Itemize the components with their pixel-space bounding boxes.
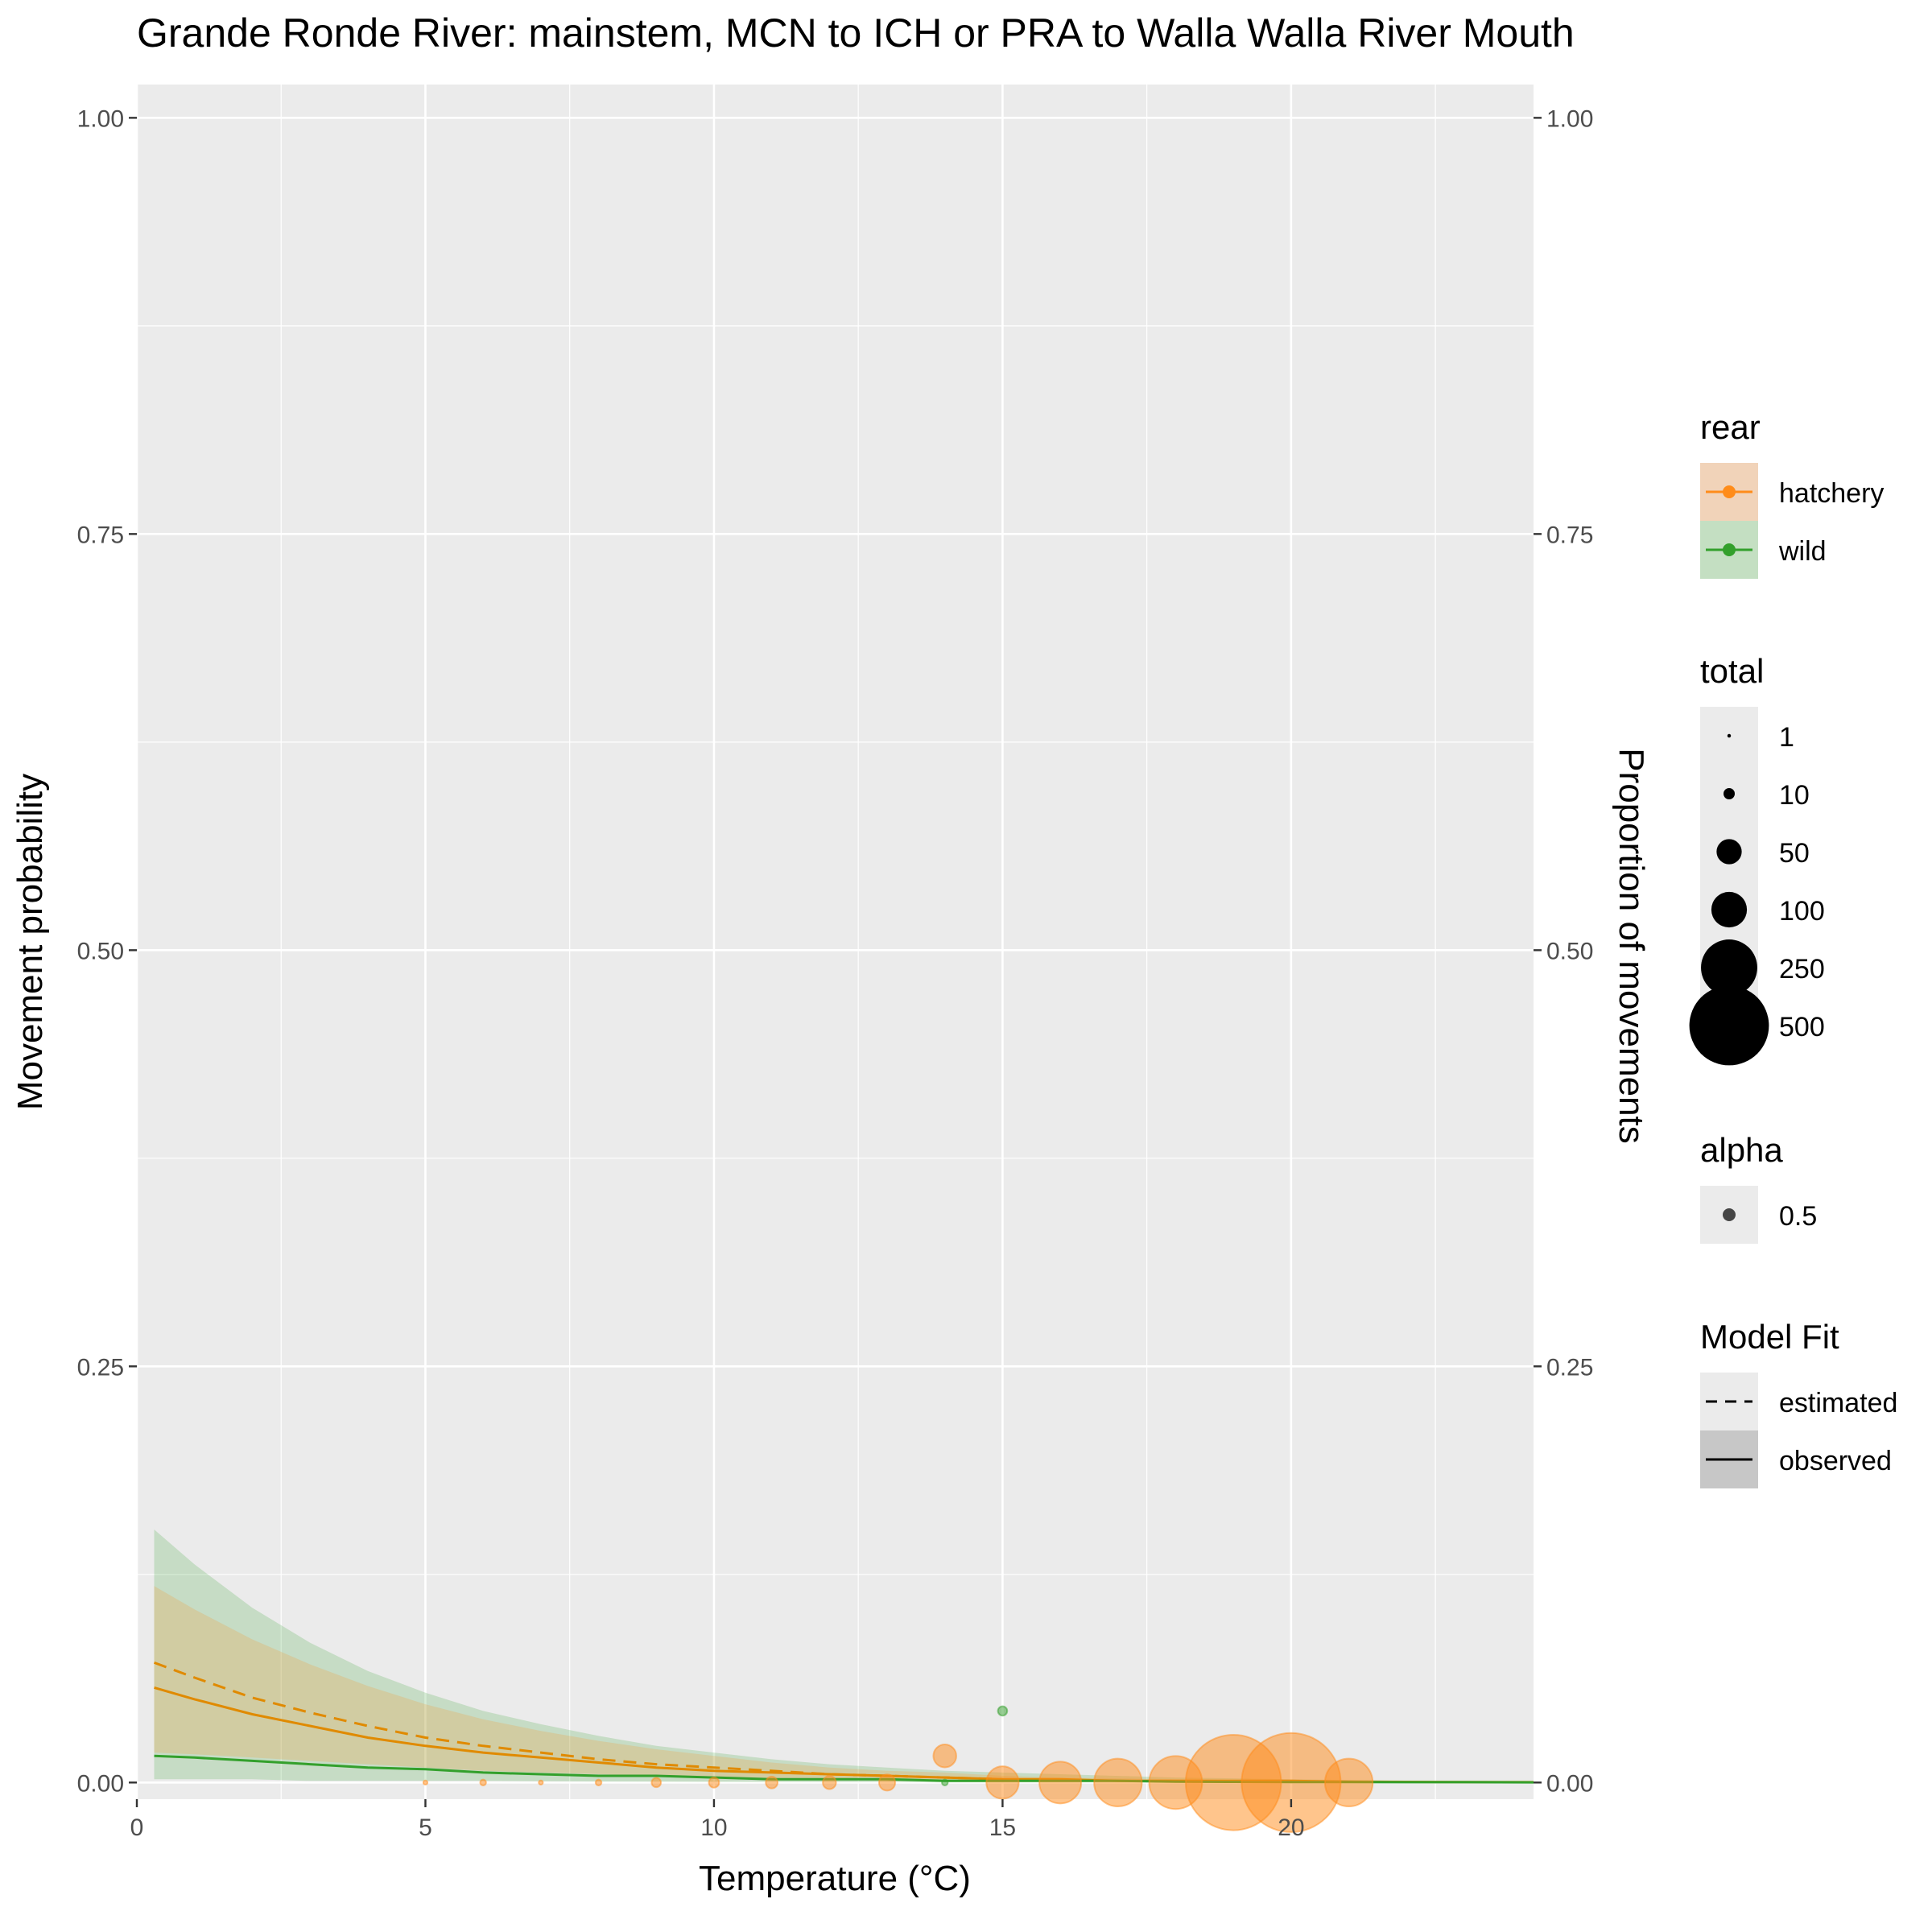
x-tick-label: 0 [130, 1814, 144, 1841]
legend-modelfit-estimated: estimated [1700, 1373, 1897, 1430]
point-hatchery [765, 1775, 778, 1790]
x-axis-title: Temperature (°C) [699, 1859, 971, 1898]
x-tick-label: 5 [419, 1814, 432, 1841]
legend-total-key [1724, 788, 1735, 799]
point-hatchery [708, 1776, 720, 1789]
point-hatchery [594, 1778, 603, 1786]
y-axis-title-left: Movement probability [10, 774, 50, 1110]
legend-modelfit-observed-label: observed [1779, 1446, 1892, 1476]
plot-panel [137, 85, 1534, 1799]
y-tick-label-right: 0.25 [1546, 1354, 1593, 1381]
legend-total-label: 1 [1779, 722, 1794, 753]
chart-title: Grande Ronde River: mainstem, MCN to ICH… [137, 10, 1575, 56]
legend-total-key [1727, 733, 1732, 738]
ribbon-wild [154, 1530, 1534, 1783]
legend-total-title: total [1700, 652, 1764, 690]
x-tick-label: 20 [1278, 1814, 1304, 1841]
point-hatchery [479, 1778, 487, 1786]
legend-alpha-title: alpha [1700, 1131, 1783, 1169]
legend-alpha-key [1723, 1208, 1736, 1221]
point-wild [941, 1778, 949, 1786]
point-hatchery [1093, 1757, 1143, 1807]
y-tick-label-right: 0.00 [1546, 1770, 1593, 1797]
y-tick-label-left: 0.50 [77, 938, 124, 964]
point-wild [997, 1705, 1009, 1717]
legend-total-label: 500 [1779, 1012, 1825, 1042]
y-tick-label-right: 0.75 [1546, 522, 1593, 548]
legend-modelfit-title: Model Fit [1700, 1318, 1839, 1356]
point-hatchery [877, 1773, 897, 1792]
legend-rear-hatchery: hatchery [1700, 463, 1884, 521]
y-axis-title-right: Proportion of movements [1612, 748, 1651, 1144]
grid-major [135, 85, 1534, 1799]
legend-rear-wild-label: wild [1778, 536, 1827, 567]
point-hatchery [650, 1777, 663, 1789]
legend-total-label: 100 [1779, 896, 1825, 927]
y-tick-label-left: 0.25 [77, 1354, 124, 1381]
point-hatchery [985, 1765, 1020, 1800]
axes: 0 5 10 15 20 0.00 0.00 0.25 0.25 0.50 0.50 0.75 0.75… [77, 105, 1594, 1841]
legend-total-key [1701, 939, 1757, 996]
point-hatchery [1323, 1757, 1374, 1807]
x-tick-label: 15 [989, 1814, 1016, 1841]
legend-rear-title: rear [1700, 408, 1761, 446]
observed-points [422, 1705, 1374, 1833]
legend-modelfit-observed: observed [1700, 1430, 1892, 1488]
y-tick-label-right: 0.50 [1546, 938, 1593, 964]
confidence-ribbons [154, 1530, 1534, 1783]
y-tick-label-left: 1.00 [77, 105, 124, 132]
legend-rear-hatchery-label: hatchery [1779, 478, 1884, 509]
point-hatchery [422, 1779, 429, 1785]
legend: rear hatchery wild total 11050100250500 … [1689, 408, 1897, 1488]
legend-total-key [1711, 891, 1748, 928]
ribbon-hatchery [154, 1586, 1534, 1783]
legend-rear-wild: wild [1700, 521, 1827, 579]
x-tick-label: 10 [700, 1814, 727, 1841]
legend-total-key [1716, 839, 1742, 865]
y-tick-label-left: 0.00 [77, 1770, 124, 1797]
legend-alpha-label: 0.5 [1779, 1201, 1817, 1232]
point-hatchery [932, 1743, 957, 1769]
legend-total-key [1689, 985, 1769, 1066]
legend-total-items: 1 10 50 100 250 500 [1689, 722, 1825, 1066]
point-hatchery [538, 1779, 544, 1785]
point-hatchery [822, 1775, 837, 1790]
point-hatchery [1038, 1761, 1083, 1805]
legend-total-label: 50 [1779, 838, 1810, 869]
grid-minor [137, 85, 1534, 1799]
y-tick-label-left: 0.75 [77, 522, 124, 548]
y-tick-label-right: 1.00 [1546, 105, 1593, 132]
legend-total-label: 10 [1779, 780, 1810, 811]
legend-modelfit-estimated-label: estimated [1779, 1388, 1897, 1418]
legend-total-label: 250 [1779, 954, 1825, 985]
